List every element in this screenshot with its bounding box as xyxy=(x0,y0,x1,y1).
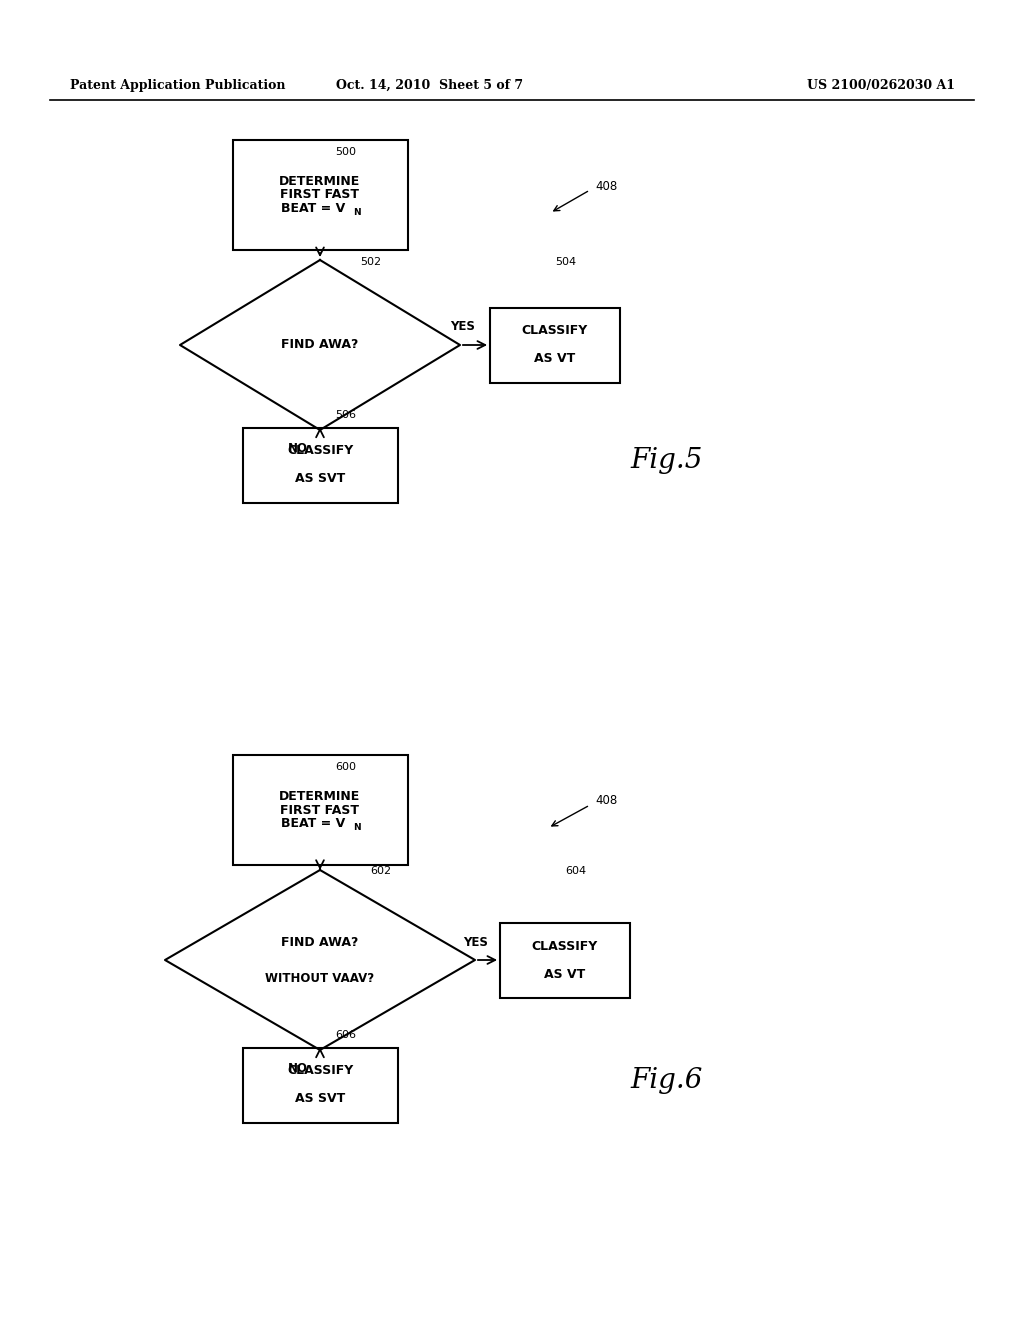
Text: 500: 500 xyxy=(335,147,356,157)
Text: BEAT = V: BEAT = V xyxy=(281,202,345,215)
Text: 408: 408 xyxy=(595,180,617,193)
Text: YES: YES xyxy=(451,321,475,334)
Text: FIRST FAST: FIRST FAST xyxy=(281,804,359,817)
Text: 408: 408 xyxy=(595,793,617,807)
Text: 604: 604 xyxy=(565,866,586,876)
Text: Fig.5: Fig.5 xyxy=(630,446,702,474)
Text: BEAT = V: BEAT = V xyxy=(281,817,345,830)
Bar xyxy=(500,923,630,998)
Text: Patent Application Publication: Patent Application Publication xyxy=(70,78,286,91)
Bar xyxy=(243,1048,397,1122)
Text: CLASSIFY: CLASSIFY xyxy=(287,445,353,458)
Text: WITHOUT VAAV?: WITHOUT VAAV? xyxy=(265,972,375,985)
Text: US 2100/0262030 A1: US 2100/0262030 A1 xyxy=(807,78,955,91)
Bar xyxy=(243,428,397,503)
Text: AS SVT: AS SVT xyxy=(295,1093,345,1106)
Text: AS VT: AS VT xyxy=(545,968,586,981)
Text: 602: 602 xyxy=(370,866,391,876)
Text: 504: 504 xyxy=(555,257,577,267)
Text: CLASSIFY: CLASSIFY xyxy=(531,940,598,953)
Text: 502: 502 xyxy=(360,257,381,267)
Text: NO: NO xyxy=(288,1063,308,1074)
Text: FIND AWA?: FIND AWA? xyxy=(282,338,358,351)
Text: FIRST FAST: FIRST FAST xyxy=(281,189,359,202)
Text: 606: 606 xyxy=(335,1030,356,1040)
Text: CLASSIFY: CLASSIFY xyxy=(287,1064,353,1077)
Text: YES: YES xyxy=(463,936,488,949)
Bar xyxy=(232,140,408,249)
Text: DETERMINE: DETERMINE xyxy=(280,174,360,187)
Text: Fig.6: Fig.6 xyxy=(630,1067,702,1093)
Text: 506: 506 xyxy=(335,409,356,420)
Text: N: N xyxy=(353,209,360,218)
Bar xyxy=(232,755,408,865)
Text: N: N xyxy=(353,824,360,833)
Bar xyxy=(490,308,620,383)
Text: DETERMINE: DETERMINE xyxy=(280,789,360,803)
Text: FIND AWA?: FIND AWA? xyxy=(282,936,358,949)
Text: 600: 600 xyxy=(335,762,356,772)
Text: AS VT: AS VT xyxy=(535,352,575,366)
Text: NO: NO xyxy=(288,442,308,455)
Text: AS SVT: AS SVT xyxy=(295,473,345,486)
Text: Oct. 14, 2010  Sheet 5 of 7: Oct. 14, 2010 Sheet 5 of 7 xyxy=(337,78,523,91)
Text: CLASSIFY: CLASSIFY xyxy=(522,325,588,338)
